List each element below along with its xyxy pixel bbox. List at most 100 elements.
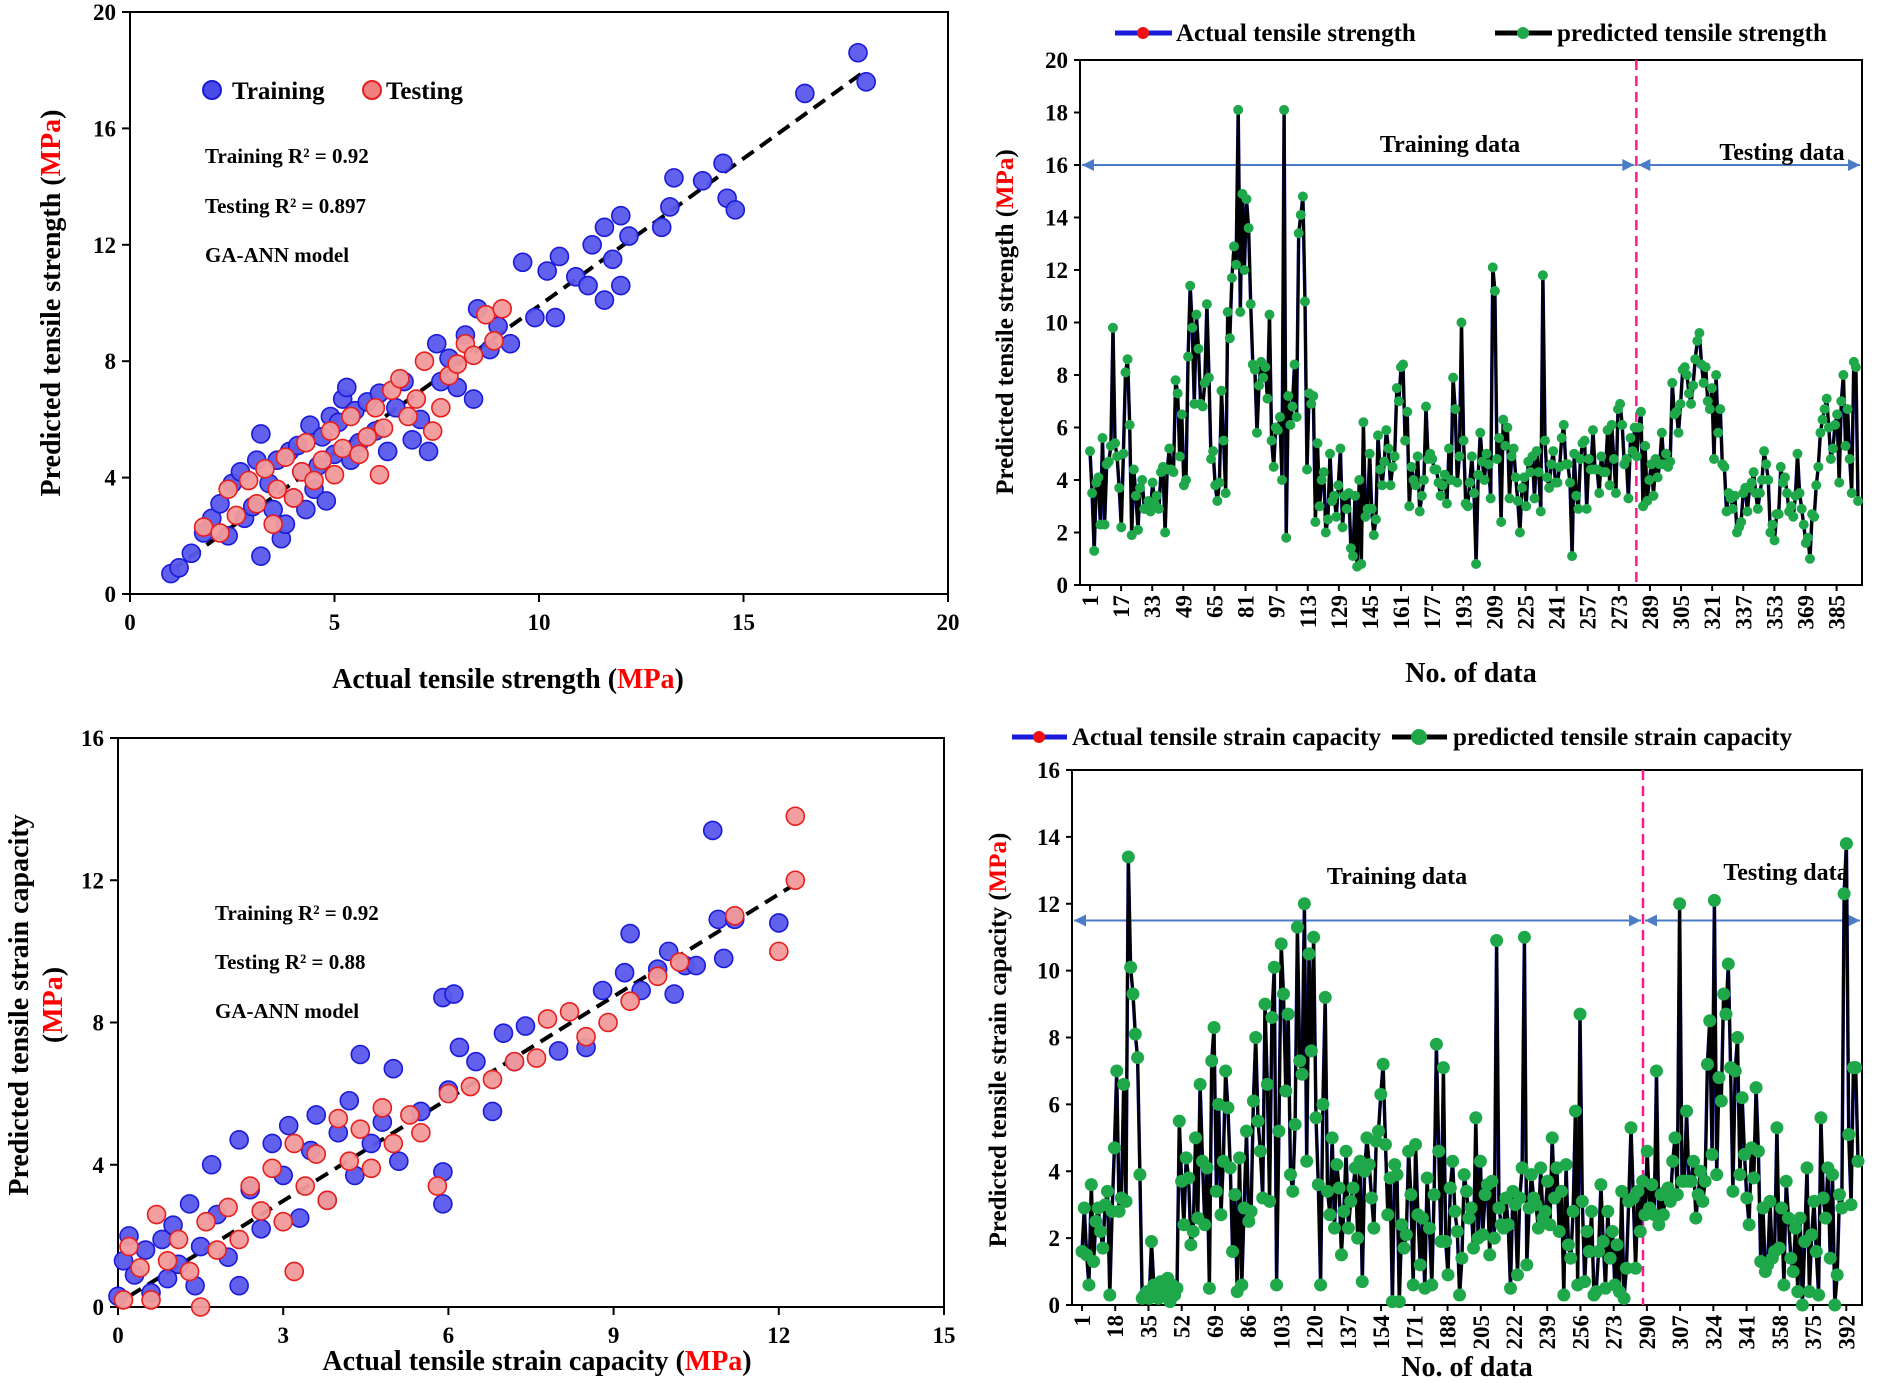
series-marker-predicted — [1235, 307, 1246, 317]
x-tick-label: 129 — [1327, 595, 1352, 630]
y-tick-label: 18 — [1045, 101, 1068, 126]
series-marker-predicted — [1712, 1071, 1726, 1085]
series-marker-predicted — [1383, 443, 1394, 454]
scatter-point-testing — [484, 331, 504, 351]
scatter-point-testing — [284, 1261, 305, 1282]
x-tick-label: 5 — [329, 610, 341, 635]
x-tick-label: 113 — [1296, 595, 1321, 628]
series-marker-predicted — [1170, 375, 1181, 386]
series-marker-predicted — [1198, 1218, 1212, 1232]
series-marker-predicted — [1621, 454, 1632, 464]
series-marker-predicted — [1512, 496, 1523, 506]
y-tick-label: 4 — [105, 466, 117, 491]
series-marker-predicted — [1381, 425, 1392, 436]
scatter-point-training — [251, 1218, 271, 1239]
scatter-point-training — [660, 197, 680, 217]
series-marker-predicted — [1531, 1221, 1545, 1235]
series-marker-predicted — [1089, 545, 1100, 556]
series-marker-predicted — [1693, 1164, 1707, 1178]
scatter-point-testing — [492, 299, 512, 319]
series-marker-predicted — [1337, 1204, 1351, 1218]
series-marker-predicted — [1534, 1161, 1548, 1175]
series-marker-predicted — [1458, 435, 1469, 446]
annotation-training-r2: Training R² = 0.92 — [215, 901, 379, 925]
series-marker-predicted — [1510, 1268, 1524, 1282]
x-tick-label: 193 — [1451, 595, 1476, 630]
scatter-point-training — [582, 235, 602, 255]
scatter-point-testing — [373, 418, 394, 438]
scatter-point-testing — [414, 351, 435, 372]
y-tick-label: 10 — [1045, 311, 1068, 336]
x-tick-label: 17 — [1109, 595, 1134, 618]
series-marker-predicted — [1471, 559, 1482, 569]
scatter-point-training — [389, 1151, 409, 1171]
series-marker-predicted — [1390, 1168, 1404, 1182]
series-marker-predicted — [1239, 265, 1250, 275]
series-marker-predicted — [1765, 527, 1776, 538]
series-marker-predicted — [1850, 362, 1861, 373]
series-marker-predicted — [1182, 1171, 1196, 1185]
x-tick-label: 120 — [1303, 1315, 1328, 1350]
annotation-testing-r2: Testing R² = 0.897 — [205, 194, 366, 218]
x-tick-label: 305 — [1669, 595, 1694, 630]
series-marker-predicted — [1565, 477, 1575, 488]
series-marker-predicted — [1341, 1221, 1355, 1235]
x-tick-label: 273 — [1602, 1315, 1627, 1350]
scatter-point-training — [179, 1194, 200, 1214]
y-axis-unit: MPa — [992, 157, 1019, 209]
scatter-point-testing — [262, 1158, 282, 1179]
scatter-point-testing — [207, 1240, 227, 1260]
series-marker-predicted — [1309, 1111, 1323, 1125]
series-marker-predicted — [1490, 934, 1504, 948]
x-axis-label-text: Actual tensile strain capacity — [322, 1346, 668, 1377]
x-tick-label: 65 — [1202, 595, 1227, 618]
series-marker-predicted — [1816, 1191, 1830, 1205]
scatter-point-training — [251, 424, 271, 444]
series-marker-predicted — [1517, 482, 1527, 493]
series-marker-predicted — [1341, 503, 1352, 514]
scatter-point-testing — [295, 1176, 316, 1196]
series-marker-predicted — [1836, 396, 1847, 407]
scatter-point-training — [201, 1154, 222, 1175]
series-marker-predicted — [1201, 299, 1212, 310]
series-marker-predicted — [1578, 1275, 1592, 1289]
y-axis-label: Predicted tensile strain capacity (MPa) — [985, 833, 1012, 1248]
series-marker-predicted — [1452, 477, 1463, 488]
series-marker-predicted — [1587, 425, 1598, 436]
series-marker-predicted — [1300, 1154, 1314, 1168]
series-marker-predicted — [1333, 480, 1344, 491]
series-marker-predicted — [1277, 475, 1287, 485]
series-marker-predicted — [1130, 490, 1141, 501]
series-marker-predicted — [1604, 480, 1615, 491]
scatter-point-training — [594, 217, 615, 238]
x-tick-label: 324 — [1701, 1315, 1726, 1350]
scatter-point-testing — [463, 345, 484, 366]
scatter-point-training — [692, 170, 713, 191]
series-marker-predicted — [1368, 530, 1379, 541]
series-marker-predicted — [1372, 1124, 1386, 1138]
legend-marker-actual — [1137, 27, 1149, 39]
series-marker-predicted — [1145, 506, 1156, 517]
scatter-point-training — [296, 499, 316, 520]
annotation-model-name: GA-ANN model — [215, 999, 359, 1023]
series-marker-predicted — [1360, 511, 1371, 522]
series-marker-predicted — [1487, 1231, 1501, 1245]
scatter-point-testing — [460, 1076, 481, 1097]
y-axis-label-line2: (MPa) — [38, 967, 69, 1043]
scatter-point-testing — [372, 1098, 393, 1118]
x-tick-label: 257 — [1576, 595, 1601, 630]
series-marker-predicted — [1370, 514, 1381, 525]
series-marker-predicted — [1763, 1194, 1777, 1208]
series-marker-predicted — [1128, 464, 1139, 475]
series-marker-predicted — [1579, 435, 1590, 446]
scatter-point-training — [316, 491, 337, 511]
scatter-point-testing — [526, 1048, 547, 1068]
series-marker-predicted — [1594, 488, 1605, 499]
x-tick-label: 177 — [1420, 595, 1445, 630]
series-marker-predicted — [1174, 451, 1185, 462]
scatter-point-testing — [400, 1105, 420, 1125]
scatter-point-testing — [504, 1051, 525, 1072]
y-tick-label: 4 — [1049, 1159, 1061, 1184]
legend: Actual tensile strength predicted tensil… — [1115, 20, 1827, 47]
scatter-point-testing — [190, 1297, 211, 1317]
